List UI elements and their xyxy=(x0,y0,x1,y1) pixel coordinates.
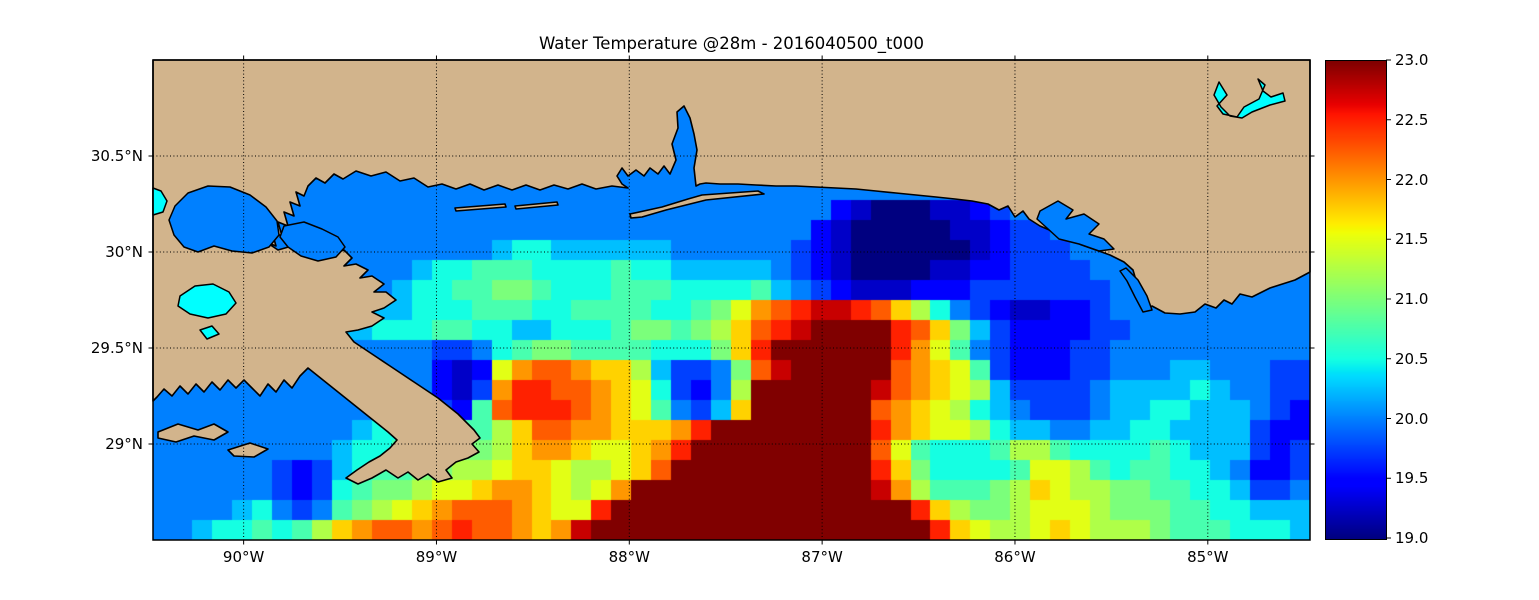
y-tick-label: 29°N xyxy=(105,435,143,453)
colorbar-tick-label: 20.0 xyxy=(1395,409,1429,428)
lake-borgne xyxy=(279,221,346,262)
land-mainland xyxy=(152,59,1311,485)
gridlines xyxy=(153,60,1310,540)
colorbar-tick-label: 23.0 xyxy=(1395,51,1429,69)
y-tick-label: 30.5°N xyxy=(90,147,143,165)
x-tick-label: 90°W xyxy=(222,548,265,566)
pensacola-bay xyxy=(1036,200,1115,252)
colorbar-tick-label: 22.0 xyxy=(1395,170,1429,189)
y-tick-label: 30°N xyxy=(105,243,143,261)
barrier-spit xyxy=(629,190,765,219)
x-tick-label: 89°W xyxy=(415,548,458,566)
colorbar-tick-label: 19.0 xyxy=(1395,529,1429,547)
barrier-island-west xyxy=(454,203,507,212)
x-tick-label: 86°W xyxy=(994,548,1036,566)
small-lake xyxy=(199,325,220,340)
lakes-group xyxy=(152,78,1286,340)
x-tick-label: 85°W xyxy=(1187,548,1229,566)
x-tick-label: 87°W xyxy=(801,548,843,566)
y-tick-label: 29.5°N xyxy=(90,339,143,357)
marsh-island-2 xyxy=(227,442,269,458)
plot-title: Water Temperature @28m - 2016040500_t000 xyxy=(539,34,924,53)
colorbar-tick-label: 20.5 xyxy=(1395,349,1429,368)
plot-border xyxy=(152,59,1311,541)
colorbar-tick-label: 19.5 xyxy=(1395,469,1429,488)
lake-topright xyxy=(1213,78,1286,119)
barrier-island-east xyxy=(514,201,559,210)
lake-pontchartrain xyxy=(168,185,280,254)
choctawhatchee-bay xyxy=(1119,267,1153,313)
x-tick-label: 88°W xyxy=(608,548,651,566)
colorbar-tick-label: 22.5 xyxy=(1395,110,1429,129)
marsh-island-1 xyxy=(157,423,229,443)
colorbar-tick-label: 21.0 xyxy=(1395,290,1429,308)
lake-salvador xyxy=(177,283,237,319)
colorbar-tick-label: 21.5 xyxy=(1395,230,1429,249)
land-group xyxy=(152,59,1311,485)
colorbar xyxy=(1325,60,1387,540)
